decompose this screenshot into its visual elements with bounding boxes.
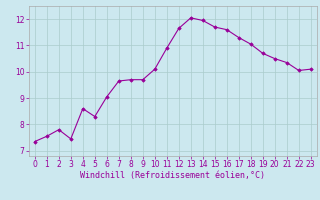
X-axis label: Windchill (Refroidissement éolien,°C): Windchill (Refroidissement éolien,°C): [80, 171, 265, 180]
